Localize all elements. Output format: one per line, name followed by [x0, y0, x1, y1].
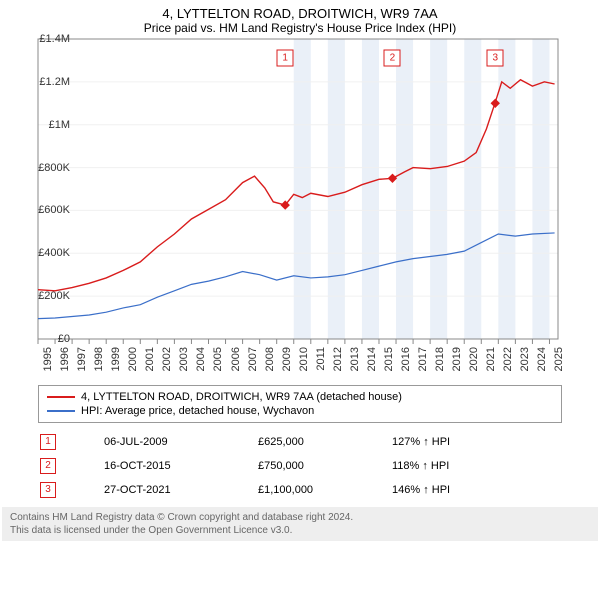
- event-date: 16-OCT-2015: [104, 455, 256, 477]
- event-pct: 127% ↑ HPI: [392, 431, 462, 453]
- event-marker-badge: 2: [40, 458, 56, 474]
- event-marker-badge: 3: [40, 482, 56, 498]
- y-tick-label: £400K: [38, 247, 70, 259]
- footer: Contains HM Land Registry data © Crown c…: [2, 507, 598, 541]
- chart-event-marker: 2: [384, 50, 401, 67]
- event-row: 1 06-JUL-2009£625,000127% ↑ HPI: [40, 431, 462, 453]
- event-price: £625,000: [258, 431, 390, 453]
- event-row: 3 27-OCT-2021£1,100,000146% ↑ HPI: [40, 479, 462, 501]
- y-tick-label: £600K: [38, 204, 70, 216]
- event-pct: 146% ↑ HPI: [392, 479, 462, 501]
- event-pct: 118% ↑ HPI: [392, 455, 462, 477]
- chart-container: 4, LYTTELTON ROAD, DROITWICH, WR9 7AA Pr…: [0, 0, 600, 541]
- chart-title: 4, LYTTELTON ROAD, DROITWICH, WR9 7AA: [0, 0, 600, 21]
- event-price: £750,000: [258, 455, 390, 477]
- event-price: £1,100,000: [258, 479, 390, 501]
- legend-item: HPI: Average price, detached house, Wych…: [47, 404, 553, 418]
- legend-swatch: [47, 396, 75, 398]
- legend-label: HPI: Average price, detached house, Wych…: [81, 405, 314, 417]
- chart-event-marker: 3: [487, 50, 504, 67]
- y-tick-label: £0: [58, 333, 70, 345]
- event-date: 27-OCT-2021: [104, 479, 256, 501]
- chart-plot-area: £0£200K£400K£600K£800K£1M£1.2M£1.4M19951…: [38, 39, 598, 379]
- x-tick-label: 2025: [553, 347, 589, 371]
- chart-svg: [38, 39, 558, 339]
- legend-label: 4, LYTTELTON ROAD, DROITWICH, WR9 7AA (d…: [81, 391, 402, 403]
- event-date: 06-JUL-2009: [104, 431, 256, 453]
- y-tick-label: £800K: [38, 162, 70, 174]
- y-tick-label: £1M: [49, 119, 70, 131]
- footer-line-1: Contains HM Land Registry data © Crown c…: [10, 511, 590, 524]
- y-tick-label: £200K: [38, 290, 70, 302]
- legend-swatch: [47, 410, 75, 412]
- legend-item: 4, LYTTELTON ROAD, DROITWICH, WR9 7AA (d…: [47, 390, 553, 404]
- footer-line-2: This data is licensed under the Open Gov…: [10, 524, 590, 537]
- chart-event-marker: 1: [277, 50, 294, 67]
- event-row: 2 16-OCT-2015£750,000118% ↑ HPI: [40, 455, 462, 477]
- y-tick-label: £1.4M: [39, 33, 70, 45]
- event-marker-badge: 1: [40, 434, 56, 450]
- y-tick-label: £1.2M: [39, 76, 70, 88]
- events-table: 1 06-JUL-2009£625,000127% ↑ HPI 2 16-OCT-20…: [38, 429, 464, 503]
- chart-subtitle: Price paid vs. HM Land Registry's House …: [0, 21, 600, 39]
- legend: 4, LYTTELTON ROAD, DROITWICH, WR9 7AA (d…: [38, 385, 562, 423]
